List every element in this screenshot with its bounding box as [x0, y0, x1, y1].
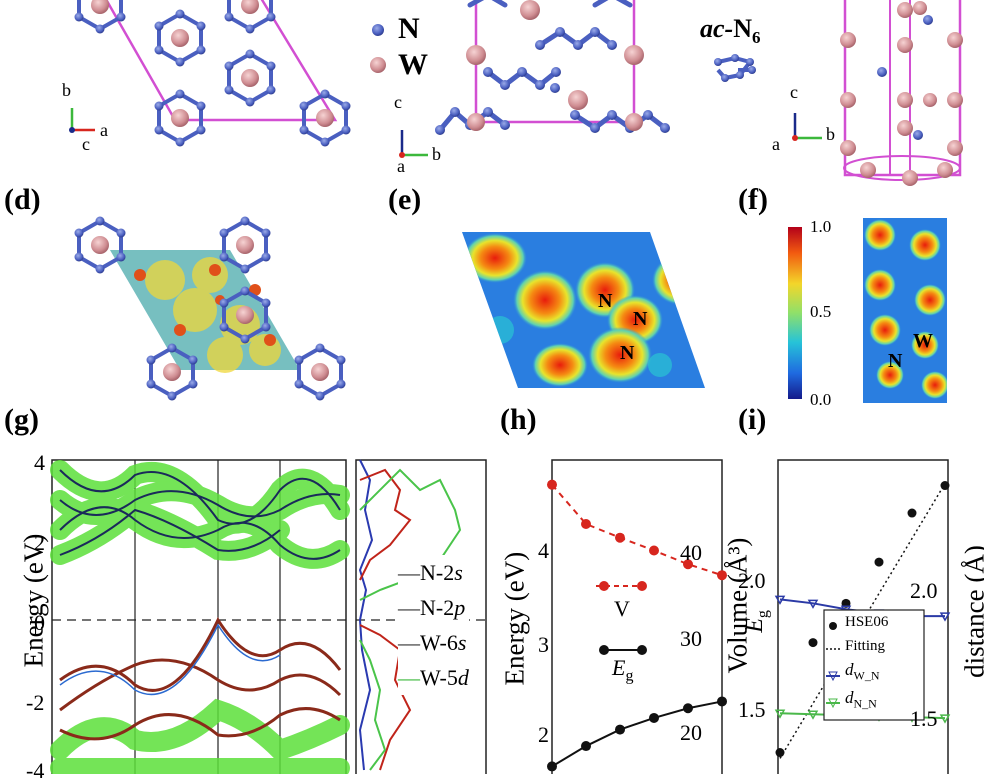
legend-fitting: Fitting	[845, 638, 885, 655]
panel-h-label: (h)	[500, 403, 537, 437]
panel-e-elf-map	[450, 225, 720, 395]
ytick-right: 1.5	[910, 706, 938, 732]
ytick-left: 3	[538, 632, 549, 658]
atom-label-n: N	[620, 342, 634, 365]
axis-label-c-b: c	[394, 92, 402, 113]
data-point	[941, 481, 950, 490]
axis-label-a: a	[100, 120, 108, 141]
data-point	[649, 546, 659, 556]
data-point	[581, 519, 591, 529]
ytick-right: 2.0	[910, 578, 938, 604]
series-label-eg: Eg	[612, 655, 633, 685]
axis-label-b: b	[62, 80, 71, 101]
ytick-right: 30	[680, 626, 702, 652]
axis-label-b-c: b	[826, 124, 835, 145]
panel-g-label: (g)	[4, 403, 39, 437]
pdos-legend-item: —N-2p	[398, 590, 469, 625]
atom-label-n: N	[633, 308, 647, 331]
ytick-left: 2.0	[738, 568, 766, 594]
data-point	[615, 725, 625, 735]
data-point	[875, 558, 884, 567]
axis-label-a-c: a	[772, 134, 780, 155]
panel-i-ylabel-right: distance (Å)	[960, 527, 984, 697]
panel-i-chart	[740, 450, 984, 774]
pdos-legend: —N-2s —N-2p —W-6s —W-5d	[398, 555, 469, 695]
atom-label-n: N	[598, 290, 612, 313]
axis-label-a-b: a	[397, 156, 405, 177]
data-point	[649, 713, 659, 723]
legend-hse06: HSE06	[845, 614, 888, 631]
series-label-v: V	[614, 596, 630, 622]
top-row-structures	[0, 0, 984, 190]
ytick-left: 1.5	[738, 697, 766, 723]
legend-n-label: N	[398, 12, 420, 46]
ytick-right: 40	[680, 540, 702, 566]
atom-label-n: N	[888, 350, 902, 373]
panel-d-structure	[75, 217, 346, 401]
data-point	[908, 509, 917, 518]
panel-i-ylabel-left: Eg	[742, 610, 773, 633]
axis-label-c: c	[82, 134, 90, 155]
legend-dwn: dW_N	[845, 660, 880, 683]
atom-label-w: W	[913, 330, 933, 353]
ytick: -2	[26, 690, 44, 716]
ytick-right: 20	[680, 720, 702, 746]
pdos-legend-item: —W-5d	[398, 660, 469, 695]
ytick: 2	[34, 530, 45, 556]
data-point	[547, 761, 557, 771]
colorbar-tick: 0.0	[810, 390, 831, 410]
pdos-legend-item: —N-2s	[398, 555, 469, 590]
colorbar-tick: 1.0	[810, 217, 831, 237]
ytick: 4	[34, 450, 45, 476]
legend-w-label: W	[398, 48, 428, 82]
pdos-legend-item: —W-6s	[398, 625, 469, 660]
panel-a-structure	[69, 0, 351, 147]
panel-c-title: ac-N6	[700, 14, 760, 48]
ytick-left: 4	[538, 538, 549, 564]
data-point	[809, 638, 818, 647]
ytick: 0	[34, 610, 45, 636]
data-point	[717, 696, 727, 706]
colorbar-tick: 0.5	[810, 302, 831, 322]
ytick-left: 2	[538, 722, 549, 748]
data-point	[615, 533, 625, 543]
axis-label-c-c: c	[790, 82, 798, 103]
legend-dnn: dN_N	[845, 688, 877, 711]
ytick: -4	[26, 758, 44, 784]
data-point	[581, 741, 591, 751]
panel-h-ylabel-left: Energy (eV)	[500, 526, 531, 686]
colorbar	[788, 227, 802, 399]
data-point	[683, 703, 693, 713]
axis-label-b-b: b	[432, 144, 441, 165]
panel-i-label: (i)	[738, 403, 766, 437]
middle-row-maps	[0, 190, 984, 415]
data-point	[547, 480, 557, 490]
